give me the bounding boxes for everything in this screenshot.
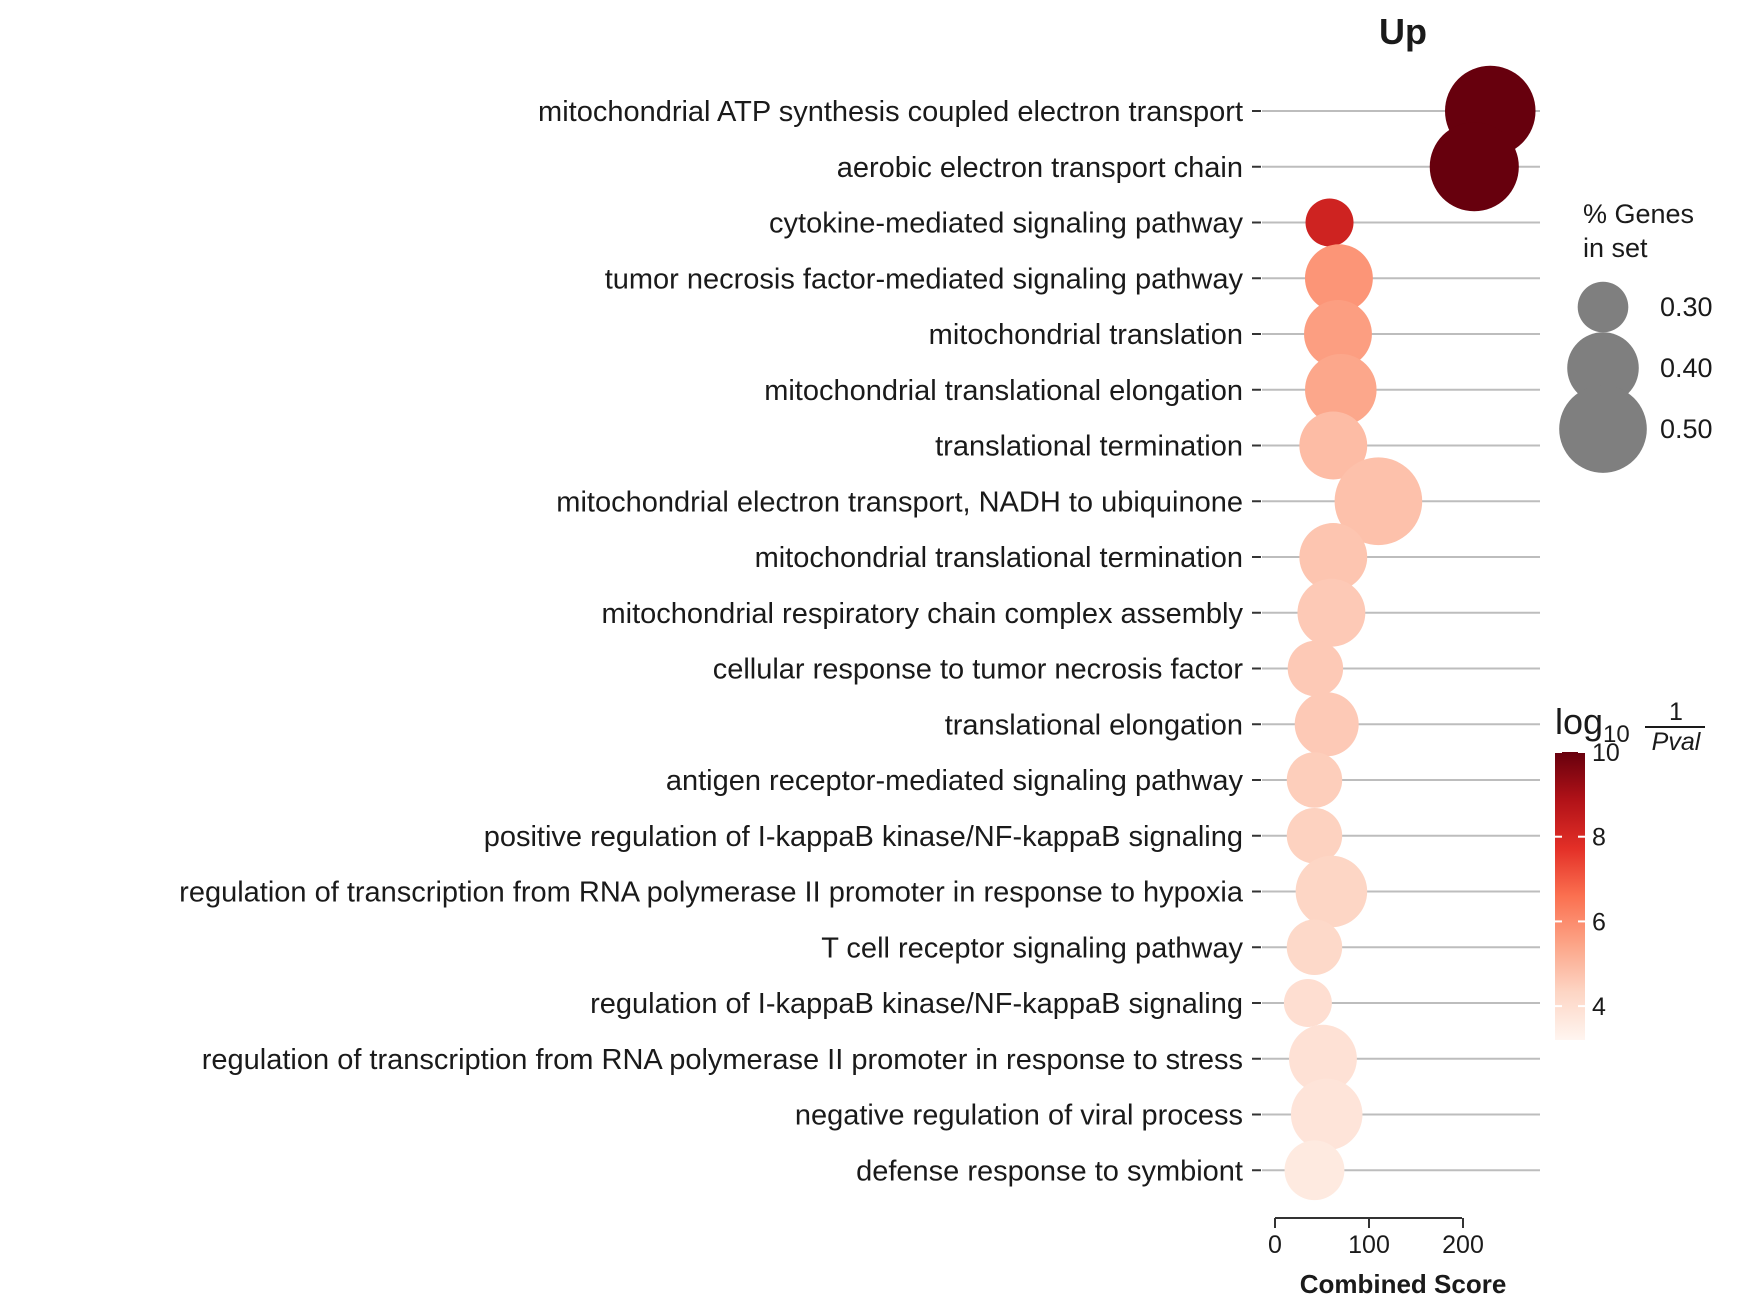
term-row: mitochondrial electron transport, NADH t… [556, 457, 1540, 546]
term-dot [1297, 578, 1366, 647]
term-row: mitochondrial translation [929, 300, 1540, 368]
term-dot [1334, 457, 1423, 546]
colorbar [1555, 752, 1585, 1040]
x-axis-title: Combined Score [1300, 1269, 1507, 1299]
term-label: regulation of transcription from RNA pol… [202, 1044, 1243, 1076]
x-tick-label: 0 [1268, 1231, 1282, 1259]
term-dot [1286, 808, 1343, 864]
term-row: positive regulation of I-kappaB kinase/N… [484, 808, 1540, 864]
term-rows: mitochondrial ATP synthesis coupled elec… [179, 65, 1540, 1201]
term-label: mitochondrial translation [929, 319, 1243, 351]
term-row: mitochondrial translational termination [755, 523, 1540, 591]
size-legend-swatch [1559, 385, 1647, 473]
term-dot [1283, 979, 1332, 1027]
size-legend-swatch [1577, 281, 1629, 333]
size-legend-swatch [1567, 332, 1639, 404]
term-label: negative regulation of viral process [795, 1100, 1243, 1132]
color-legend-numerator: 1 [1669, 698, 1683, 726]
size-legend-title: % Genes [1583, 199, 1694, 229]
term-row: cytokine-mediated signaling pathway [769, 198, 1540, 247]
term-row: translational elongation [945, 692, 1540, 757]
term-row: mitochondrial translational elongation [764, 353, 1540, 426]
size-legend-title: in set [1583, 233, 1648, 263]
colorbar-tick-label: 10 [1592, 739, 1620, 767]
term-label: cellular response to tumor necrosis fact… [713, 654, 1244, 686]
term-dot [1290, 1078, 1363, 1151]
term-row: cellular response to tumor necrosis fact… [713, 640, 1540, 697]
color-legend-title: log10 [1555, 701, 1630, 748]
colorbar-tick-label: 6 [1592, 908, 1606, 936]
color-legend-denominator: Pval [1652, 728, 1702, 756]
term-row: regulation of transcription from RNA pol… [179, 855, 1540, 928]
term-dot [1299, 523, 1368, 591]
term-label: antigen receptor-mediated signaling path… [666, 765, 1244, 797]
term-row: aerobic electron transport chain [837, 122, 1540, 212]
term-row: mitochondrial ATP synthesis coupled elec… [538, 65, 1540, 157]
term-row: negative regulation of viral process [795, 1078, 1540, 1151]
term-dot [1305, 198, 1354, 247]
term-row: T cell receptor signaling pathway [821, 919, 1540, 975]
term-row: tumor necrosis factor-mediated signaling… [605, 244, 1540, 313]
term-dot [1304, 244, 1373, 313]
term-label: mitochondrial respiratory chain complex … [602, 598, 1244, 630]
size-legend-label: 0.50 [1660, 414, 1713, 444]
term-label: translational termination [935, 431, 1243, 463]
term-dot [1287, 640, 1344, 697]
term-label: positive regulation of I-kappaB kinase/N… [484, 821, 1243, 853]
x-tick-label: 200 [1442, 1231, 1484, 1259]
chart-title: Up [1379, 11, 1427, 52]
term-label: mitochondrial ATP synthesis coupled elec… [538, 96, 1243, 128]
size-legend: % Genes in set 0.30 0.40 0.50 [1559, 199, 1713, 473]
term-dot [1295, 855, 1368, 928]
colorbar-tick-label: 8 [1592, 824, 1606, 852]
term-label: T cell receptor signaling pathway [821, 932, 1243, 964]
term-dot [1294, 692, 1359, 757]
term-label: cytokine-mediated signaling pathway [769, 208, 1243, 240]
term-label: aerobic electron transport chain [837, 152, 1243, 184]
term-label: defense response to symbiont [856, 1155, 1243, 1187]
term-dot [1284, 1140, 1345, 1201]
term-row: regulation of I-kappaB kinase/NF-kappaB … [590, 979, 1540, 1027]
term-dot [1288, 1024, 1357, 1093]
x-tick-label: 100 [1348, 1231, 1390, 1259]
term-label: mitochondrial electron transport, NADH t… [556, 486, 1243, 518]
size-legend-label: 0.30 [1660, 292, 1713, 322]
term-row: antigen receptor-mediated signaling path… [666, 752, 1540, 808]
term-label: translational elongation [945, 709, 1243, 741]
colorbar-tick-label: 4 [1592, 993, 1606, 1021]
term-label: regulation of I-kappaB kinase/NF-kappaB … [590, 988, 1243, 1020]
term-dot [1304, 300, 1372, 368]
term-row: regulation of transcription from RNA pol… [202, 1024, 1540, 1093]
term-row: mitochondrial respiratory chain complex … [602, 578, 1540, 647]
term-label: regulation of transcription from RNA pol… [179, 877, 1244, 909]
term-dot [1286, 752, 1343, 808]
term-label: tumor necrosis factor-mediated signaling… [605, 263, 1244, 295]
term-dot [1286, 919, 1343, 975]
term-row: defense response to symbiont [856, 1140, 1540, 1201]
term-dot [1305, 353, 1377, 426]
x-axis: 0 100 200 [1268, 1217, 1484, 1259]
term-label: mitochondrial translational elongation [764, 375, 1243, 407]
term-label: mitochondrial translational termination [755, 542, 1243, 574]
term-row: translational termination [935, 411, 1540, 480]
term-dot [1299, 411, 1368, 480]
term-dot [1429, 122, 1519, 212]
size-legend-label: 0.40 [1660, 353, 1713, 383]
